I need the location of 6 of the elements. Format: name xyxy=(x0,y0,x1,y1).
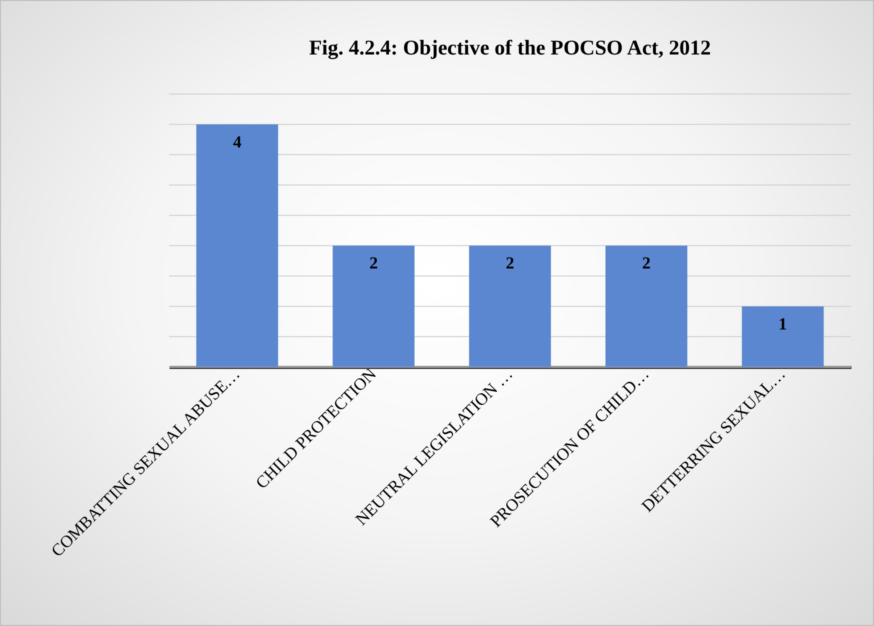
chart-title: Fig. 4.2.4: Objective of the POCSO Act, 2012 xyxy=(309,36,711,60)
data-label: 2 xyxy=(506,254,514,273)
data-label: 1 xyxy=(778,314,788,334)
data-label: 4 xyxy=(232,132,242,152)
data-label: 2 xyxy=(369,254,378,273)
data-label: 2 xyxy=(642,254,651,273)
